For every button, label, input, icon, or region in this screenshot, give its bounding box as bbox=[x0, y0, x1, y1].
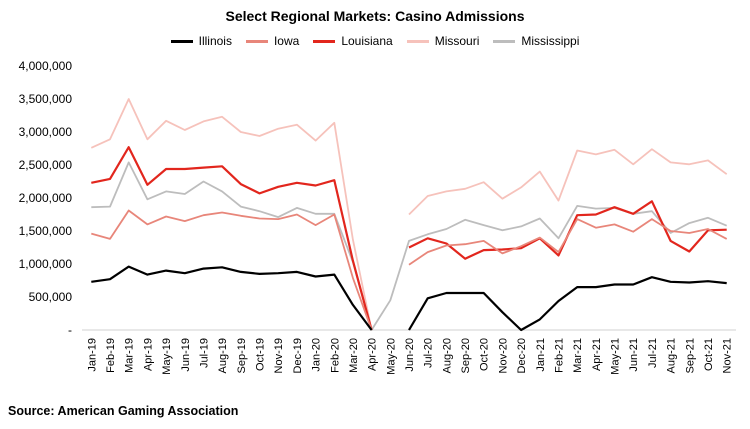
x-tick-label: Jan-20 bbox=[311, 338, 323, 372]
series-line-illinois bbox=[91, 265, 727, 332]
x-tick-label: May-21 bbox=[610, 338, 622, 375]
legend-label: Mississippi bbox=[521, 34, 580, 48]
x-tick-label: Aug-21 bbox=[666, 338, 678, 373]
series-line-louisiana bbox=[91, 146, 727, 331]
y-tick-label: - bbox=[68, 323, 72, 337]
x-tick-label: Oct-20 bbox=[479, 338, 491, 371]
x-tick-label: Aug-20 bbox=[441, 338, 453, 373]
legend-label: Missouri bbox=[434, 34, 480, 48]
legend-label: Louisiana bbox=[341, 34, 393, 48]
x-tick-label: Mar-21 bbox=[572, 338, 584, 373]
y-tick-label: 1,500,000 bbox=[19, 224, 73, 238]
x-tick-label: Nov-20 bbox=[497, 338, 509, 373]
x-tick-label: Jun-19 bbox=[180, 338, 192, 372]
series-line-missouri bbox=[90, 98, 728, 331]
x-tick-label: Sep-21 bbox=[684, 338, 696, 373]
legend-label: Iowa bbox=[273, 34, 300, 48]
y-tick-label: 4,000,000 bbox=[19, 59, 73, 73]
legend-item-mississippi: Mississippi bbox=[493, 34, 579, 48]
x-tick-label: Jul-20 bbox=[423, 338, 435, 368]
x-tick-label: Mar-20 bbox=[348, 338, 360, 373]
x-tick-label: Mar-19 bbox=[124, 338, 136, 373]
x-tick-label: Nov-21 bbox=[722, 338, 734, 373]
x-tick-label: Oct-21 bbox=[703, 338, 715, 371]
x-tick-label: Sep-19 bbox=[236, 338, 248, 373]
x-tick-label: Sep-20 bbox=[460, 338, 472, 373]
x-tick-label: Jul-19 bbox=[198, 338, 210, 368]
source-note: Source: American Gaming Association bbox=[8, 404, 239, 418]
legend-item-louisiana: Louisiana bbox=[313, 34, 393, 48]
series-line-iowa bbox=[91, 209, 728, 331]
x-tick-label: Jan-19 bbox=[86, 338, 98, 372]
legend-swatch bbox=[313, 39, 336, 43]
x-tick-label: Apr-20 bbox=[367, 338, 379, 371]
legend-item-illinois: Illinois bbox=[170, 34, 232, 48]
x-tick-label: Feb-19 bbox=[105, 338, 117, 373]
legend-item-missouri: Missouri bbox=[406, 34, 480, 48]
x-tick-label: Apr-21 bbox=[591, 338, 603, 371]
x-tick-label: Oct-19 bbox=[255, 338, 267, 371]
legend-label: Illinois bbox=[198, 34, 232, 48]
x-tick-label: Jun-21 bbox=[628, 338, 640, 372]
x-tick-label: Jun-20 bbox=[404, 338, 416, 372]
legend-swatch bbox=[493, 39, 516, 43]
x-tick-label: Jan-21 bbox=[535, 338, 547, 372]
chart-title: Select Regional Markets: Casino Admissio… bbox=[225, 8, 525, 24]
series-line-mississippi bbox=[91, 161, 728, 331]
x-tick-label: May-20 bbox=[385, 338, 397, 375]
legend-swatch bbox=[245, 39, 268, 43]
y-tick-label: 2,000,000 bbox=[19, 191, 73, 205]
y-tick-label: 3,000,000 bbox=[19, 125, 73, 139]
y-tick-label: 1,000,000 bbox=[19, 257, 73, 271]
x-tick-label: Apr-19 bbox=[142, 338, 154, 371]
x-tick-label: Feb-20 bbox=[329, 338, 341, 373]
x-tick-label: Jul-21 bbox=[647, 338, 659, 368]
x-tick-label: May-19 bbox=[161, 338, 173, 375]
x-tick-label: Feb-21 bbox=[553, 338, 565, 373]
y-tick-label: 2,500,000 bbox=[19, 158, 73, 172]
legend-swatch bbox=[406, 39, 429, 43]
y-tick-label: 3,500,000 bbox=[19, 92, 73, 106]
x-tick-label: Nov-19 bbox=[273, 338, 285, 373]
legend-item-iowa: Iowa bbox=[245, 34, 300, 48]
legend-swatch bbox=[170, 39, 193, 43]
chart-legend: Illinois Iowa Louisiana Missouri Mississippi bbox=[0, 34, 750, 48]
x-tick-label: Dec-20 bbox=[516, 338, 528, 373]
y-tick-label: 500,000 bbox=[29, 290, 73, 304]
x-tick-label: Aug-19 bbox=[217, 338, 229, 373]
x-tick-label: Dec-19 bbox=[292, 338, 304, 373]
